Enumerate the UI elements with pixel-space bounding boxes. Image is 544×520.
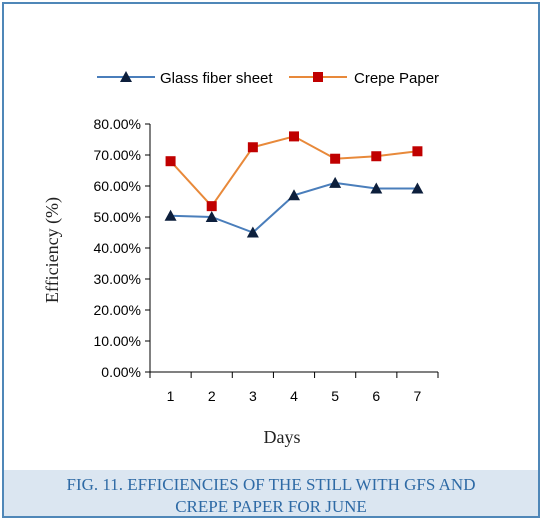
caption-line-1: FIG. 11. EFFICIENCIES OF THE STILL WITH … xyxy=(66,475,476,494)
line-chart: Glass fiber sheet Crepe Paper 0.00%10.00… xyxy=(42,70,439,447)
data-point xyxy=(247,142,258,153)
series-glass-fiber-sheet xyxy=(164,176,424,238)
y-tick-label: 80.00% xyxy=(94,116,141,132)
y-tick-group: 0.00% 10.00% 20.00% 30.00% 40.00% 50.00% 60.00… xyxy=(94,116,150,380)
caption-line-2: CREPE PAPER FOR JUNE xyxy=(175,497,367,516)
legend-label: Glass fiber sheet xyxy=(160,70,273,87)
data-point xyxy=(289,131,299,142)
data-point xyxy=(329,176,342,188)
legend-label: Crepe Paper xyxy=(354,70,439,87)
x-tick-label: 6 xyxy=(372,388,380,404)
series-crepe-paper xyxy=(165,131,423,212)
y-axis-title: Efficiency (%) xyxy=(42,197,63,303)
legend-item-glass-fiber-sheet: Glass fiber sheet xyxy=(97,70,273,87)
data-point xyxy=(246,226,259,238)
y-tick-label: 20.00% xyxy=(94,302,141,318)
legend: Glass fiber sheet Crepe Paper xyxy=(97,70,439,87)
x-axis-title: Days xyxy=(264,427,301,447)
data-point xyxy=(164,209,177,221)
y-tick-label: 70.00% xyxy=(94,147,141,163)
data-point xyxy=(370,182,383,194)
y-tick-label: 10.00% xyxy=(94,333,141,349)
data-point xyxy=(330,153,341,164)
x-tick-label: 2 xyxy=(208,388,216,404)
y-tick-label: 40.00% xyxy=(94,240,141,256)
series-group xyxy=(164,131,424,238)
x-tick-label: 1 xyxy=(167,388,175,404)
data-point xyxy=(205,211,218,222)
y-tick-label: 60.00% xyxy=(94,178,141,194)
data-point xyxy=(288,189,300,201)
x-tick-label: 5 xyxy=(331,388,339,404)
data-point xyxy=(412,146,423,157)
x-tick-label: 3 xyxy=(249,388,257,404)
y-tick-label: 0.00% xyxy=(101,364,141,380)
x-tick-group: 1 2 3 4 5 6 7 xyxy=(149,372,439,404)
y-tick-label: 30.00% xyxy=(94,271,141,287)
legend-item-crepe-paper: Crepe Paper xyxy=(289,70,439,87)
x-tick-label: 7 xyxy=(414,388,422,404)
caption-band xyxy=(2,470,540,518)
data-point xyxy=(371,151,382,162)
data-point xyxy=(165,156,176,167)
y-tick-label: 50.00% xyxy=(94,209,141,225)
x-tick-label: 4 xyxy=(290,388,298,404)
data-point xyxy=(206,201,217,212)
data-point xyxy=(411,182,424,194)
figure-frame xyxy=(2,2,540,514)
figure-caption: FIG. 11. EFFICIENCIES OF THE STILL WITH … xyxy=(2,474,540,518)
